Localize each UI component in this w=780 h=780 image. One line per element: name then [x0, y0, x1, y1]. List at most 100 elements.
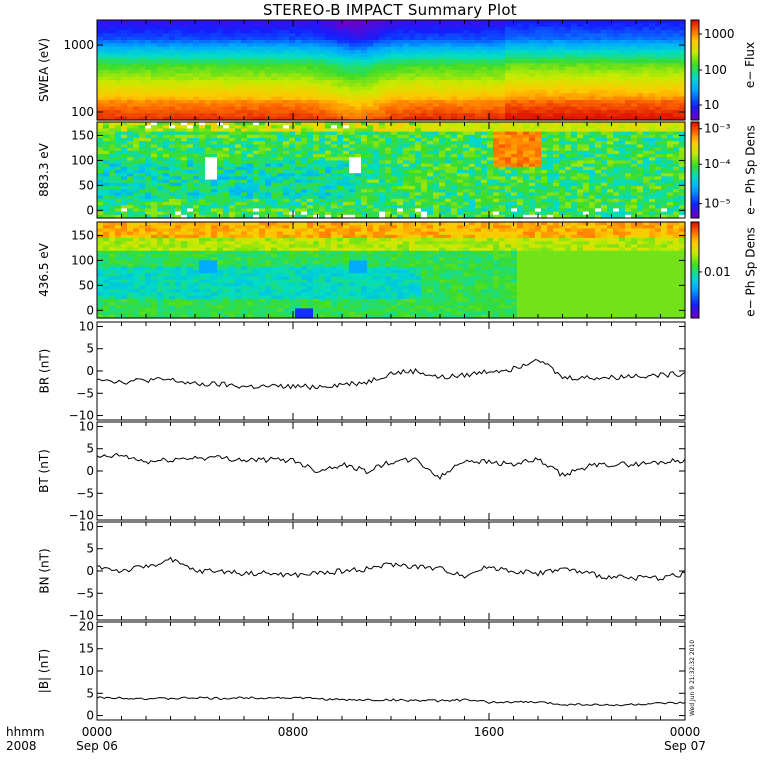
spectrogram-cell	[475, 214, 482, 219]
spectrogram-cell	[385, 131, 392, 136]
spectrogram-cell	[181, 157, 188, 161]
spectrogram-cell	[397, 116, 404, 121]
spectrogram-cell	[241, 160, 248, 165]
spectrogram-cell	[175, 96, 182, 101]
spectrogram-cell	[163, 150, 170, 155]
spectrogram-cell	[265, 176, 272, 181]
spectrogram-cell	[415, 70, 422, 74]
spectrogram-cell	[547, 83, 554, 88]
spectrogram-cell	[205, 43, 212, 48]
spectrogram-cell	[601, 110, 608, 114]
spectrogram-cell	[139, 170, 146, 174]
spectrogram-cell	[289, 83, 296, 88]
spectrogram-cell	[679, 23, 686, 28]
spectrogram-cell	[151, 182, 158, 187]
spectrogram-cell	[259, 189, 266, 193]
spectrogram-cell	[481, 202, 488, 206]
spectrogram-cell	[199, 154, 206, 158]
spectrogram-cell	[457, 30, 464, 34]
spectrogram-cell	[571, 60, 578, 64]
spectrogram-cell	[139, 40, 146, 44]
spectrogram-cell	[595, 93, 602, 98]
spectrogram-cell	[349, 93, 356, 98]
spectrogram-cell	[403, 122, 410, 126]
spectrogram-cell	[121, 208, 128, 213]
spectrogram-cell	[481, 208, 488, 213]
spectrogram-cell	[223, 134, 230, 139]
spectrogram-cell	[385, 211, 392, 216]
chart-title: STEREO-B IMPACT Summary Plot	[262, 1, 517, 19]
spectrogram-cell	[97, 176, 104, 181]
spectrogram-cell	[277, 166, 284, 171]
spectrogram-cell	[463, 160, 470, 165]
spectrogram-cell	[313, 179, 320, 184]
spectrogram-cell	[487, 63, 494, 68]
spectrogram-cell	[139, 90, 146, 94]
spectrogram-cell	[613, 76, 620, 81]
spectrogram-cell	[397, 36, 404, 41]
spectrogram-cell	[451, 134, 458, 139]
spectrogram-cell	[193, 189, 200, 193]
spectrogram-cell	[421, 26, 428, 31]
spectrogram-cell	[439, 93, 446, 98]
spectrogram-cell	[607, 73, 614, 78]
spectrogram-cell	[475, 70, 482, 74]
spectrogram-cell	[493, 166, 500, 171]
spectrogram-cell	[553, 96, 560, 101]
spectrogram-cell	[673, 90, 680, 94]
spectrogram-cell	[103, 43, 110, 48]
spectrogram-cell	[217, 192, 224, 197]
spectrogram-cell	[415, 150, 422, 155]
spectrogram-cell	[361, 189, 368, 193]
spectrogram-cell	[145, 90, 152, 94]
spectrogram-cell	[421, 166, 428, 171]
spectrogram-cell	[109, 192, 116, 197]
spectrogram-cell	[265, 26, 272, 31]
spectrogram-cell	[223, 23, 230, 28]
spectrogram-cell	[475, 76, 482, 81]
spectrogram-cell	[529, 113, 536, 118]
spectrogram-cell	[289, 100, 296, 104]
spectrogram-cell	[469, 30, 476, 34]
spectrogram-cell	[271, 43, 278, 48]
spectrogram-cell	[127, 198, 134, 203]
spectrogram-cell	[631, 110, 638, 114]
spectrogram-cell	[397, 20, 404, 24]
spectrogram-cell	[643, 23, 650, 28]
spectrogram-cell	[403, 110, 410, 114]
spectrogram-cell	[631, 93, 638, 98]
spectrogram-cell	[475, 90, 482, 94]
spectrogram-cell	[349, 138, 356, 142]
spectrogram-cell	[445, 205, 452, 209]
spectrogram-cell	[355, 103, 362, 108]
spectrogram-cell	[109, 211, 116, 216]
spectrogram-cell	[511, 96, 518, 101]
spectrogram-cell	[151, 131, 158, 136]
spectrogram-cell	[169, 43, 176, 48]
spectrogram-cell	[265, 125, 272, 129]
spectrogram-cell	[319, 73, 326, 78]
spectrogram-cell	[223, 66, 230, 71]
spectrogram-cell	[241, 170, 248, 174]
spectrogram-cell	[343, 166, 350, 171]
spectrogram-cell	[307, 93, 314, 98]
spectrogram-cell	[163, 116, 170, 121]
spectrogram-cell	[337, 147, 344, 152]
spectrogram-cell	[673, 76, 680, 81]
spectrogram-cell	[343, 110, 350, 114]
spectrogram-cell	[343, 20, 350, 24]
spectrogram-cell	[355, 100, 362, 104]
spectrogram-cell	[577, 96, 584, 101]
spectrogram-cell	[469, 56, 476, 61]
spectrogram-cell	[475, 144, 482, 149]
spectrogram-cell	[379, 192, 386, 197]
spectrogram-cell	[475, 147, 482, 152]
spectrogram-cell	[133, 186, 140, 190]
spectrogram-cell	[475, 163, 482, 168]
spectrogram-cell	[121, 122, 128, 126]
spectrogram-cell	[373, 170, 380, 174]
spectrogram-cell	[295, 50, 302, 54]
spectrogram-cell	[517, 106, 524, 111]
spectrogram-cell	[127, 125, 134, 129]
spectrogram-cell	[157, 186, 164, 190]
